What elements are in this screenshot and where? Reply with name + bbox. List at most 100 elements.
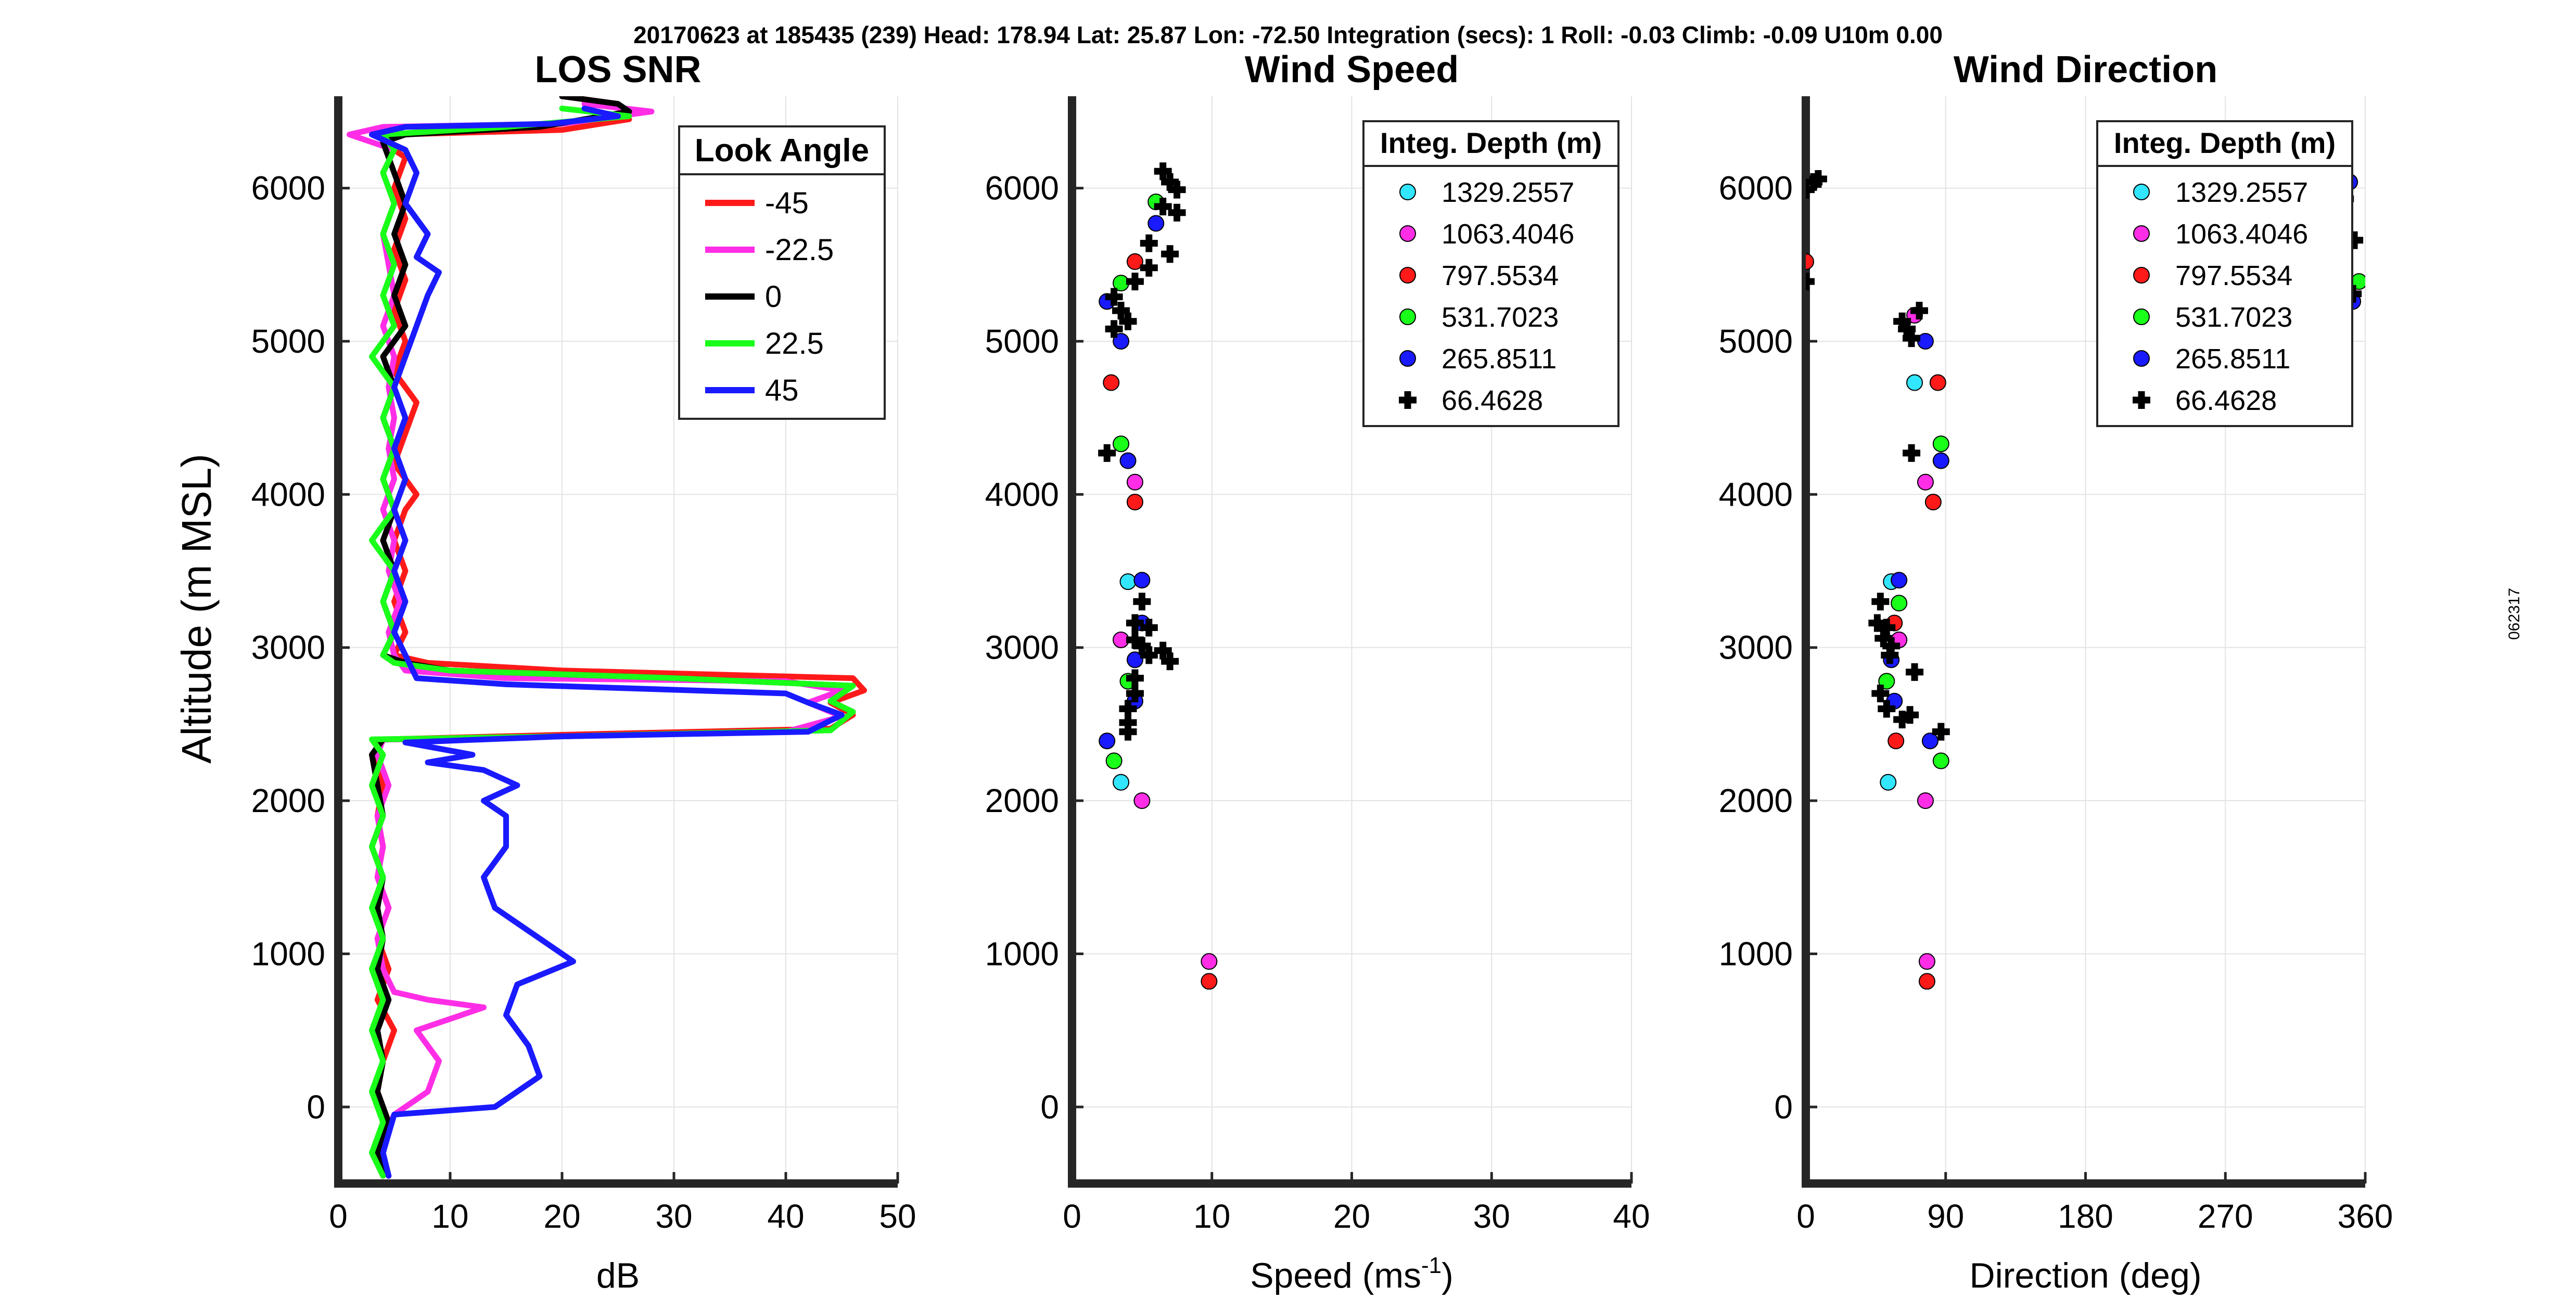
legend-label: 797.5534 [1442, 260, 1559, 291]
data-point [1126, 651, 1143, 668]
x-tick-label: 30 [1473, 1198, 1510, 1235]
legend-label: 531.7023 [2175, 302, 2292, 333]
y-tick-label: 0 [1774, 1088, 1793, 1126]
y-tick-label: 4000 [1719, 475, 1793, 513]
data-point [1880, 774, 1897, 791]
data-point [1133, 792, 1151, 809]
legend-label: 22.5 [765, 327, 824, 361]
data-point [1168, 203, 1186, 222]
legend-swatch [1399, 184, 1416, 200]
data-point [1161, 652, 1179, 671]
legend-swatch [2133, 225, 2150, 242]
data-point [1098, 444, 1116, 462]
legend-swatch [2133, 308, 2150, 325]
y-tick-label: 0 [1040, 1088, 1059, 1126]
data-point [1126, 494, 1143, 511]
data-point [1112, 302, 1130, 320]
legend: Integ. Depth (m) 1329.2557 1063.4046 797.55… [2096, 120, 2353, 427]
data-point [1917, 473, 1934, 491]
legend-label: 531.7023 [1442, 302, 1559, 333]
data-point [1105, 320, 1123, 338]
legend-title: Integ. Depth (m) [2114, 126, 2336, 159]
plot-area [1098, 162, 1218, 990]
legend-swatch [2133, 391, 2150, 409]
panel-dir: 0 90 180 270 360 0 1000 2000 3000 4000 5000 6000 Win… [1719, 49, 2393, 1295]
y-tick-label: 4000 [251, 475, 325, 513]
data-point [1105, 752, 1123, 769]
series-line [369, 106, 845, 1179]
data-point [1126, 614, 1144, 632]
legend: Integ. Depth (m) 1329.2557 1063.4046 797.55… [1362, 120, 1619, 427]
x-tick-label: 90 [1927, 1198, 1964, 1235]
panel-speed: 0 10 20 30 40 0 1000 2000 3000 4000 5000 6000 Wind S… [985, 49, 1650, 1295]
data-point [1105, 288, 1123, 306]
data-point [1881, 646, 1899, 664]
data-point [1871, 593, 1890, 611]
y-tick-label: 5000 [1719, 323, 1793, 360]
legend-label: 0 [765, 280, 782, 314]
y-axis-label: Altitude (m MSL) [173, 454, 220, 764]
data-point [1113, 435, 1130, 453]
data-point [1126, 273, 1144, 291]
y-tick-label: 5000 [251, 323, 325, 360]
legend-title: Look Angle [695, 133, 869, 169]
data-point [1921, 732, 1939, 750]
data-point [1910, 302, 1928, 320]
data-point [1806, 253, 1814, 270]
data-point [1126, 253, 1143, 270]
chart-title: Wind Direction [1954, 49, 2217, 91]
data-point [1903, 444, 1921, 462]
legend-label: 45 [765, 374, 799, 407]
chart-title: Wind Speed [1245, 49, 1459, 91]
y-tick-label: 5000 [985, 323, 1059, 360]
data-point [1119, 312, 1137, 330]
data-point [1906, 663, 1924, 681]
data-point [1932, 723, 1950, 741]
x-tick-label: 360 [2338, 1198, 2393, 1235]
data-point [1119, 573, 1137, 590]
legend-label: 1329.2557 [1442, 177, 1574, 208]
data-point [1903, 329, 1921, 348]
data-point [1906, 374, 1923, 391]
x-tick-label: 50 [879, 1198, 916, 1235]
x-tick-label: 30 [655, 1198, 692, 1235]
y-tick-label: 2000 [251, 782, 325, 819]
y-tick-label: 2000 [1719, 782, 1793, 819]
legend: Look Angle -45 -22.5 0 22.5 45 [678, 125, 886, 420]
data-point [1868, 614, 1886, 632]
y-tick-label: 3000 [1719, 629, 1793, 666]
x-tick-label: 0 [1796, 1198, 1815, 1235]
legend-swatch [1399, 267, 1416, 284]
x-tick-label: 10 [431, 1198, 468, 1235]
data-point [1113, 774, 1130, 791]
legend-label: -45 [765, 186, 809, 220]
chart-title: LOS SNR [534, 49, 701, 91]
data-point [1891, 595, 1908, 612]
x-axis-label: Speed (ms-1) [1250, 1253, 1453, 1295]
y-tick-label: 1000 [251, 935, 325, 972]
legend-label: 1329.2557 [2175, 177, 2308, 208]
x-tick-label: 40 [1613, 1198, 1650, 1235]
data-point [1140, 259, 1158, 277]
legend-label: 66.4628 [1442, 385, 1543, 416]
legend-label: 1063.4046 [2175, 218, 2308, 250]
data-point [1126, 473, 1143, 491]
data-point [1806, 181, 1815, 199]
x-axis-label: Direction (deg) [1970, 1256, 2202, 1295]
data-point [1126, 669, 1144, 687]
y-tick-label: 0 [307, 1088, 325, 1126]
data-point [1168, 181, 1186, 199]
y-tick-label: 6000 [1719, 170, 1793, 207]
data-point [1918, 953, 1935, 970]
data-point [1918, 973, 1935, 990]
x-tick-label: 270 [2198, 1198, 2253, 1235]
y-tick-label: 6000 [985, 170, 1059, 207]
data-point [1924, 494, 1942, 511]
y-tick-label: 6000 [251, 170, 325, 207]
data-point [1871, 685, 1890, 703]
x-tick-label: 0 [1063, 1198, 1081, 1235]
plot-area [1806, 170, 2365, 990]
y-tick-label: 1000 [1719, 935, 1793, 972]
figure-header: 20170623 at 185435 (239) Head: 178.94 La… [633, 21, 1943, 48]
